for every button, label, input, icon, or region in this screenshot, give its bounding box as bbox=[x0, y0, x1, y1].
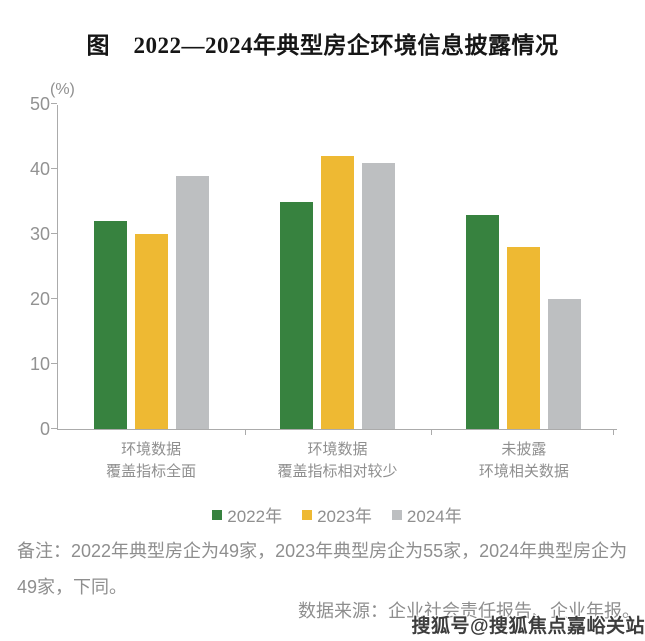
y-axis-tick-label: 10 bbox=[29, 354, 50, 374]
bar-2023年 bbox=[320, 156, 354, 429]
x-axis-tick bbox=[245, 429, 246, 435]
y-axis-tick-label: 40 bbox=[29, 159, 50, 179]
bars-layer bbox=[58, 105, 617, 429]
legend-item: 2024年 bbox=[391, 502, 462, 527]
bar-2022年 bbox=[279, 201, 313, 429]
x-axis-tick bbox=[613, 429, 614, 435]
bar-group bbox=[431, 105, 617, 429]
x-axis-tick bbox=[431, 429, 432, 435]
category-label-line: 覆盖指标全面 bbox=[106, 463, 197, 480]
legend-swatch bbox=[212, 509, 223, 520]
x-axis-category-label: 环境数据覆盖指标相对较少 bbox=[244, 439, 430, 483]
y-axis-tick bbox=[51, 298, 57, 299]
y-axis-tick bbox=[51, 363, 57, 364]
legend-label: 2022年 bbox=[227, 507, 283, 526]
y-axis-tick bbox=[51, 428, 57, 429]
category-label-line: 未披露 bbox=[501, 441, 547, 458]
y-axis-tick-label: 0 bbox=[39, 419, 50, 439]
legend-item: 2022年 bbox=[212, 502, 282, 527]
bar-2022年 bbox=[93, 221, 127, 429]
bar-2024年 bbox=[548, 299, 582, 429]
footnote: 备注：2022年典型房企为49家，2023年典型房企为55家，2024年典型房企… bbox=[17, 541, 628, 597]
bar-chart: 0 10 20 30 40 50 环境数据 覆盖指标全面 环境数据 覆盖指标相对较少 未披露 环境相… bbox=[30, 94, 617, 480]
chart-legend: 2022年 2023年 2024年 bbox=[57, 502, 617, 527]
legend-swatch bbox=[302, 509, 313, 520]
y-axis-tick-label: 50 bbox=[29, 94, 50, 114]
legend-item: 2023年 bbox=[302, 502, 372, 527]
x-axis-category-labels: 环境数据 覆盖指标全面 环境数据 覆盖指标相对较少 未披露 环境相关数据 bbox=[58, 439, 617, 483]
y-axis-unit-label: (%) bbox=[50, 81, 75, 98]
category-label-line: 环境数据 bbox=[307, 441, 368, 458]
chart-title: 图 2022—2024年典型房企环境信息披露情况 bbox=[86, 33, 559, 58]
y-axis-tick bbox=[51, 103, 57, 104]
x-axis-category-label: 未披露 环境相关数据 bbox=[431, 439, 617, 483]
bar-2024年 bbox=[361, 162, 395, 429]
watermark: 搜狐号@搜狐焦点嘉峪关站 bbox=[411, 616, 645, 637]
bar-2022年 bbox=[466, 214, 500, 429]
x-axis-category-label: 环境数据覆盖指标全面 bbox=[58, 439, 244, 483]
legend-label: 2024年 bbox=[406, 507, 462, 526]
bar-group bbox=[244, 105, 430, 429]
bar-2023年 bbox=[134, 234, 168, 429]
category-label-line: 覆盖指标相对较少 bbox=[277, 463, 398, 480]
y-axis-tick-label: 30 bbox=[29, 224, 50, 244]
y-axis-tick-label: 20 bbox=[29, 289, 50, 309]
y-axis-tick bbox=[51, 233, 57, 234]
bar-2023年 bbox=[507, 247, 541, 429]
category-label-line: 环境相关数据 bbox=[478, 463, 569, 480]
bar-group bbox=[58, 105, 244, 429]
category-label-line: 环境数据 bbox=[121, 441, 182, 458]
plot-area: 0 10 20 30 40 50 环境数据 覆盖指标全面 环境数据 覆盖指标相对较少 未披露 环境相… bbox=[30, 94, 617, 480]
legend-label: 2023年 bbox=[317, 507, 372, 526]
y-axis-tick bbox=[51, 168, 57, 169]
legend-swatch bbox=[391, 509, 402, 520]
bar-2024年 bbox=[175, 175, 209, 429]
data-source: 数据来源：企业社会责任报告、企业年报。 bbox=[298, 601, 640, 621]
